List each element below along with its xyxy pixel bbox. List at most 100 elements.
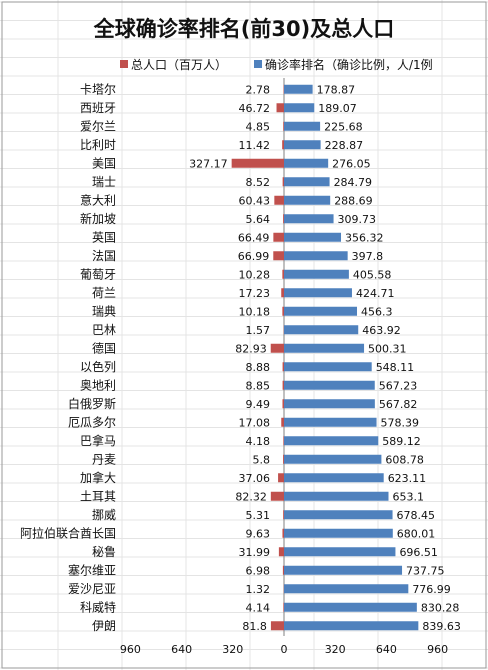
data-label-population: 82.93 bbox=[235, 342, 267, 355]
bar-confirm-rate bbox=[284, 121, 321, 131]
data-label-population: 46.72 bbox=[239, 102, 271, 115]
bar-confirm-rate bbox=[284, 158, 329, 168]
category-label: 塞尔维亚 bbox=[68, 562, 116, 577]
category-label: 比利时 bbox=[80, 138, 116, 152]
bar-confirm-rate bbox=[284, 362, 372, 372]
bar-population bbox=[282, 399, 284, 409]
category-label: 白俄罗斯 bbox=[68, 396, 116, 411]
bar-confirm-rate bbox=[284, 621, 419, 631]
data-label-population: 60.43 bbox=[239, 194, 271, 207]
data-label-confirm-rate: 356.32 bbox=[345, 231, 384, 244]
data-label-confirm-rate: 737.75 bbox=[406, 564, 445, 577]
data-label-confirm-rate: 567.23 bbox=[379, 379, 418, 392]
category-label: 美国 bbox=[92, 156, 116, 170]
data-label-population: 82.32 bbox=[235, 490, 267, 503]
data-label-confirm-rate: 589.12 bbox=[382, 435, 421, 448]
data-label-population: 1.57 bbox=[246, 324, 271, 337]
category-label: 阿拉伯联合酋长国 bbox=[20, 525, 116, 540]
bar-population bbox=[283, 121, 284, 131]
data-label-confirm-rate: 608.78 bbox=[385, 453, 424, 466]
data-label-population: 9.63 bbox=[246, 527, 271, 540]
data-label-population: 10.28 bbox=[239, 268, 271, 281]
bar-confirm-rate bbox=[284, 140, 321, 150]
data-label-confirm-rate: 463.92 bbox=[362, 324, 401, 337]
data-label-population: 81.8 bbox=[242, 620, 267, 633]
bar-population bbox=[231, 158, 284, 168]
bar-confirm-rate bbox=[284, 343, 365, 353]
data-label-confirm-rate: 456.3 bbox=[361, 305, 393, 318]
bar-confirm-rate bbox=[284, 417, 377, 427]
category-label: 秘鲁 bbox=[92, 545, 116, 559]
bar-confirm-rate bbox=[284, 436, 379, 446]
data-label-population: 5.31 bbox=[246, 509, 271, 522]
data-label-population: 66.49 bbox=[238, 231, 270, 244]
data-label-confirm-rate: 276.05 bbox=[332, 157, 371, 170]
data-label-population: 6.98 bbox=[246, 564, 271, 577]
x-tick-label: 640 bbox=[376, 643, 397, 656]
bar-confirm-rate bbox=[284, 232, 342, 242]
bar-population bbox=[283, 214, 284, 224]
bar-confirm-rate bbox=[284, 103, 315, 113]
bar-confirm-rate bbox=[284, 399, 375, 409]
bar-confirm-rate bbox=[284, 510, 393, 520]
bar-population bbox=[282, 140, 284, 150]
category-label: 卡塔尔 bbox=[80, 81, 116, 96]
category-label: 新加坡 bbox=[80, 211, 116, 226]
category-label: 法国 bbox=[92, 249, 116, 263]
category-label: 奥地利 bbox=[80, 378, 116, 392]
bar-population bbox=[283, 602, 284, 612]
category-label: 瑞典 bbox=[92, 304, 116, 318]
data-label-confirm-rate: 309.73 bbox=[338, 213, 377, 226]
bar-confirm-rate bbox=[284, 491, 389, 501]
bar-population bbox=[282, 306, 284, 316]
bar-confirm-rate bbox=[284, 602, 417, 612]
category-label: 巴林 bbox=[92, 323, 116, 337]
bar-confirm-rate bbox=[284, 454, 382, 464]
bar-confirm-rate bbox=[284, 251, 348, 261]
bar-population bbox=[282, 528, 284, 538]
bars bbox=[231, 84, 419, 631]
data-label-confirm-rate: 500.31 bbox=[368, 342, 407, 355]
bar-confirm-rate bbox=[284, 269, 349, 279]
data-label-confirm-rate: 228.87 bbox=[325, 139, 364, 152]
category-label: 意大利 bbox=[80, 192, 116, 207]
bar-confirm-rate bbox=[284, 473, 384, 483]
data-label-confirm-rate: 839.63 bbox=[422, 620, 461, 633]
bar-population bbox=[282, 362, 284, 372]
data-label-population: 4.85 bbox=[246, 120, 271, 133]
data-label-confirm-rate: 696.51 bbox=[399, 546, 438, 559]
bar-confirm-rate bbox=[284, 214, 334, 224]
bar-population bbox=[278, 473, 284, 483]
category-label: 德国 bbox=[92, 340, 116, 355]
x-tick-label: 320 bbox=[325, 643, 346, 656]
data-label-confirm-rate: 567.82 bbox=[379, 398, 418, 411]
data-label-population: 66.99 bbox=[238, 250, 270, 263]
category-label: 西班牙 bbox=[80, 101, 116, 115]
data-label-population: 17.23 bbox=[239, 287, 271, 300]
x-axis-ticks: 960 640 320 0 320 640 960 bbox=[120, 643, 448, 656]
bar-confirm-rate bbox=[284, 306, 358, 316]
category-labels: 卡塔尔西班牙爱尔兰比利时美国瑞士意大利新加坡英国法国葡萄牙荷兰瑞典巴林德国以色列… bbox=[20, 81, 116, 633]
bar-population bbox=[270, 621, 284, 631]
bar-population bbox=[282, 565, 284, 575]
category-label: 英国 bbox=[92, 230, 116, 244]
bar-population bbox=[281, 288, 284, 298]
data-label-confirm-rate: 424.71 bbox=[356, 287, 395, 300]
data-label-confirm-rate: 397.8 bbox=[352, 250, 384, 263]
bar-confirm-rate bbox=[284, 565, 403, 575]
data-label-confirm-rate: 830.28 bbox=[421, 601, 460, 614]
category-label: 葡萄牙 bbox=[80, 267, 116, 281]
category-label: 加拿大 bbox=[80, 470, 116, 485]
data-label-confirm-rate: 653.1 bbox=[392, 490, 424, 503]
category-label: 伊朗 bbox=[92, 619, 116, 633]
x-tick-label: 640 bbox=[171, 643, 192, 656]
data-label-population: 2.78 bbox=[246, 83, 271, 96]
data-label-population: 1.32 bbox=[246, 583, 271, 596]
bar-population bbox=[274, 195, 284, 205]
data-label-confirm-rate: 678.45 bbox=[397, 509, 436, 522]
data-label-population: 4.18 bbox=[246, 435, 271, 448]
category-label: 厄瓜多尔 bbox=[68, 414, 116, 429]
bar-population bbox=[282, 269, 284, 279]
